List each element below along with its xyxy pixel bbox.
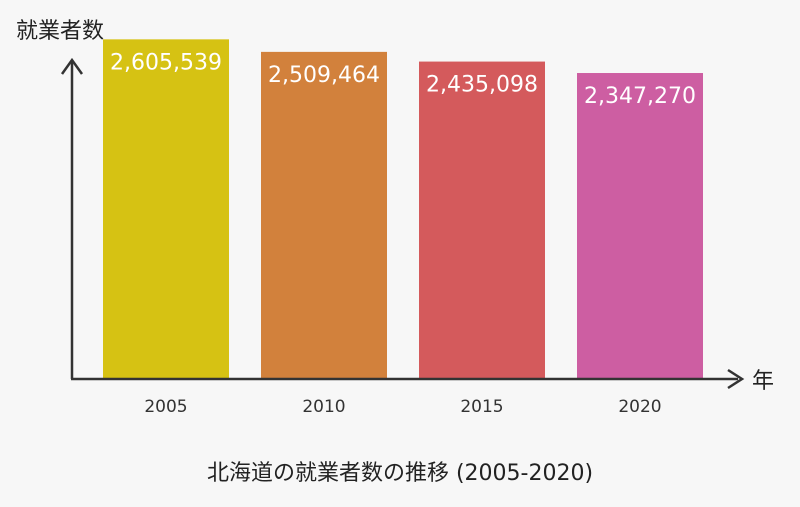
bar-2005 bbox=[103, 39, 229, 380]
x-tick-2020: 2020 bbox=[618, 397, 661, 417]
value-label-2015: 2,435,098 bbox=[426, 73, 538, 98]
bars-layer bbox=[103, 39, 703, 380]
value-label-2005: 2,605,539 bbox=[110, 50, 222, 75]
chart-title: 北海道の就業者数の推移 (2005-2020) bbox=[207, 461, 593, 486]
y-axis-label: 就業者数 bbox=[16, 19, 104, 44]
bar-2020 bbox=[577, 73, 703, 379]
bar-2010 bbox=[261, 51, 387, 379]
x-tick-2015: 2015 bbox=[460, 397, 503, 417]
x-axis-label: 年 bbox=[752, 369, 774, 394]
x-tick-2010: 2010 bbox=[302, 397, 345, 417]
x-tick-labels: 2005 2010 2015 2020 bbox=[144, 397, 661, 417]
value-label-2010: 2,509,464 bbox=[268, 63, 380, 88]
x-axis-arrow bbox=[727, 368, 745, 390]
y-axis-arrow bbox=[60, 57, 84, 75]
bar-2015 bbox=[419, 61, 545, 380]
value-label-2020: 2,347,270 bbox=[584, 84, 696, 109]
x-tick-2005: 2005 bbox=[144, 397, 187, 417]
value-labels: 2,605,539 2,509,464 2,435,098 2,347,270 bbox=[110, 50, 696, 109]
